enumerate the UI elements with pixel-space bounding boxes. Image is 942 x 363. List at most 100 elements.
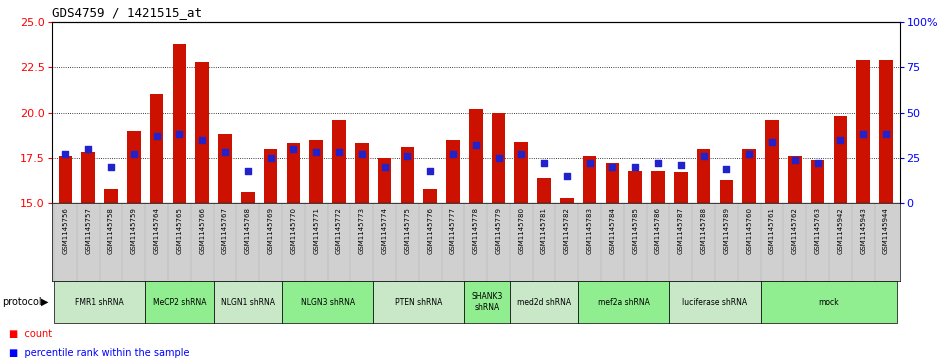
- Bar: [628, 171, 642, 203]
- Bar: [578, 281, 670, 323]
- Bar: [150, 94, 164, 203]
- Bar: [105, 189, 118, 203]
- Bar: [514, 142, 528, 203]
- Text: GSM1145757: GSM1145757: [86, 207, 91, 254]
- Point: [126, 151, 141, 157]
- Bar: [788, 156, 802, 203]
- Bar: [423, 189, 437, 203]
- Point: [332, 150, 347, 155]
- Text: NLGN3 shRNA: NLGN3 shRNA: [300, 298, 354, 307]
- Point: [171, 131, 187, 137]
- Bar: [674, 172, 688, 203]
- Point: [81, 146, 96, 152]
- Text: GSM1145785: GSM1145785: [632, 207, 639, 254]
- Point: [674, 162, 689, 168]
- Text: FMR1 shRNA: FMR1 shRNA: [75, 298, 124, 307]
- Bar: [651, 171, 665, 203]
- Text: GSM1145772: GSM1145772: [336, 207, 342, 254]
- Text: GSM1145778: GSM1145778: [473, 207, 479, 254]
- Text: ■  count: ■ count: [9, 329, 53, 339]
- Text: GSM1145762: GSM1145762: [792, 207, 798, 254]
- Bar: [373, 281, 464, 323]
- Bar: [469, 109, 482, 203]
- Bar: [286, 143, 300, 203]
- Text: GSM1145782: GSM1145782: [564, 207, 570, 254]
- Bar: [742, 149, 756, 203]
- Point: [810, 160, 825, 166]
- Point: [537, 160, 552, 166]
- Point: [719, 166, 734, 172]
- Point: [468, 142, 483, 148]
- Text: protocol: protocol: [2, 297, 41, 307]
- Text: GSM1145942: GSM1145942: [837, 207, 843, 254]
- Bar: [264, 149, 278, 203]
- Point: [399, 153, 414, 159]
- Point: [377, 164, 392, 170]
- Point: [741, 151, 756, 157]
- Point: [582, 160, 597, 166]
- Text: SHANK3
shRNA: SHANK3 shRNA: [471, 293, 503, 312]
- Point: [354, 151, 369, 157]
- Bar: [811, 160, 824, 203]
- Point: [149, 133, 164, 139]
- Point: [855, 131, 870, 137]
- Point: [878, 131, 893, 137]
- Text: GSM1145786: GSM1145786: [655, 207, 661, 254]
- Text: GSM1145788: GSM1145788: [701, 207, 706, 254]
- Text: GSM1145784: GSM1145784: [609, 207, 615, 254]
- Point: [788, 157, 803, 163]
- Bar: [214, 281, 282, 323]
- Point: [309, 150, 324, 155]
- Bar: [378, 158, 391, 203]
- Point: [491, 155, 506, 161]
- Bar: [400, 147, 414, 203]
- Bar: [670, 281, 760, 323]
- Text: GSM1145758: GSM1145758: [108, 207, 114, 254]
- Text: GSM1145787: GSM1145787: [678, 207, 684, 254]
- Point: [218, 150, 233, 155]
- Bar: [447, 140, 460, 203]
- Point: [513, 151, 528, 157]
- Bar: [765, 120, 779, 203]
- Bar: [355, 143, 368, 203]
- Bar: [834, 116, 847, 203]
- Point: [58, 151, 73, 157]
- Text: GSM1145760: GSM1145760: [746, 207, 753, 254]
- Text: GSM1145763: GSM1145763: [815, 207, 820, 254]
- Point: [285, 146, 300, 152]
- Text: GSM1145764: GSM1145764: [154, 207, 159, 254]
- Text: GSM1145761: GSM1145761: [769, 207, 775, 254]
- Text: GSM1145767: GSM1145767: [222, 207, 228, 254]
- Bar: [54, 281, 145, 323]
- Bar: [58, 156, 73, 203]
- Text: GSM1145771: GSM1145771: [313, 207, 319, 254]
- Point: [446, 151, 461, 157]
- Bar: [492, 113, 505, 203]
- Bar: [219, 134, 232, 203]
- Text: GSM1145943: GSM1145943: [860, 207, 866, 254]
- Point: [696, 153, 711, 159]
- Text: med2d shRNA: med2d shRNA: [517, 298, 571, 307]
- Text: MeCP2 shRNA: MeCP2 shRNA: [153, 298, 206, 307]
- Text: ▶: ▶: [41, 297, 48, 307]
- Point: [560, 173, 575, 179]
- Text: GSM1145789: GSM1145789: [723, 207, 729, 254]
- Text: GSM1145780: GSM1145780: [518, 207, 525, 254]
- Bar: [282, 281, 373, 323]
- Bar: [583, 156, 596, 203]
- Bar: [145, 281, 214, 323]
- Point: [423, 168, 438, 174]
- Text: GSM1145774: GSM1145774: [382, 207, 387, 254]
- Text: NLGN1 shRNA: NLGN1 shRNA: [220, 298, 275, 307]
- Bar: [241, 192, 254, 203]
- Text: GSM1145770: GSM1145770: [290, 207, 297, 254]
- Point: [605, 164, 620, 170]
- Bar: [720, 180, 733, 203]
- Bar: [879, 60, 893, 203]
- Text: GSM1145776: GSM1145776: [427, 207, 433, 254]
- Bar: [560, 198, 574, 203]
- Text: GSM1145777: GSM1145777: [450, 207, 456, 254]
- Bar: [309, 140, 323, 203]
- Bar: [856, 60, 870, 203]
- Text: GSM1145765: GSM1145765: [176, 207, 183, 254]
